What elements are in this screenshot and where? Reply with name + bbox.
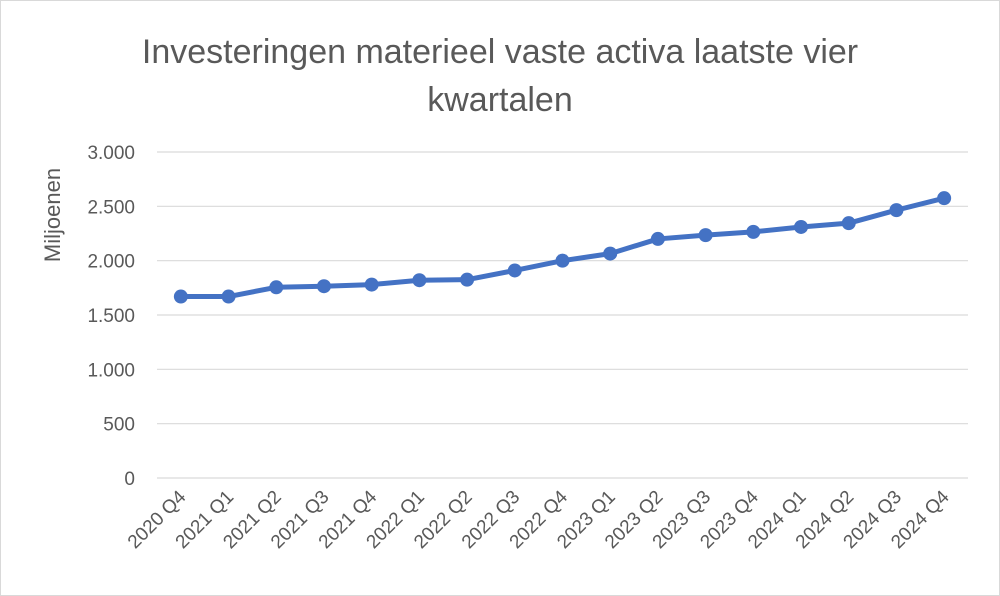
gridlines bbox=[157, 151, 968, 479]
data-point bbox=[269, 280, 284, 295]
series-group bbox=[173, 191, 952, 304]
data-point bbox=[889, 203, 904, 218]
data-point bbox=[507, 263, 522, 278]
data-point bbox=[603, 246, 618, 261]
y-tick-label: 0 bbox=[124, 469, 135, 490]
chart-title-line-1: Investeringen materieel vaste activa laa… bbox=[141, 33, 859, 71]
data-point bbox=[316, 279, 331, 294]
y-tick-label: 2.500 bbox=[87, 197, 135, 218]
data-point bbox=[650, 231, 665, 246]
y-tick-label: 2.000 bbox=[87, 252, 135, 273]
data-point bbox=[364, 277, 379, 292]
data-point bbox=[794, 219, 809, 234]
y-tick-label: 1.000 bbox=[87, 360, 135, 381]
y-tick-label: 500 bbox=[103, 415, 135, 436]
data-point bbox=[698, 228, 713, 243]
chart-title-line-2: kwartalen bbox=[427, 81, 573, 119]
data-point bbox=[841, 216, 856, 231]
y-axis-tick-labels: 0 500 1.000 1.500 2.000 2.500 3.000 bbox=[87, 143, 135, 490]
data-point bbox=[746, 224, 761, 239]
data-point bbox=[173, 289, 188, 304]
data-point bbox=[555, 253, 570, 268]
data-point bbox=[412, 273, 427, 288]
data-point bbox=[937, 191, 952, 206]
chart-title: Investeringen materieel vaste activa laa… bbox=[0, 28, 1000, 124]
series-line bbox=[178, 195, 947, 300]
y-axis-label: Miljoenen bbox=[40, 168, 65, 262]
y-tick-label: 1.500 bbox=[87, 306, 135, 327]
y-tick-label: 3.000 bbox=[87, 143, 135, 164]
data-point bbox=[221, 289, 236, 304]
data-point bbox=[460, 272, 475, 287]
